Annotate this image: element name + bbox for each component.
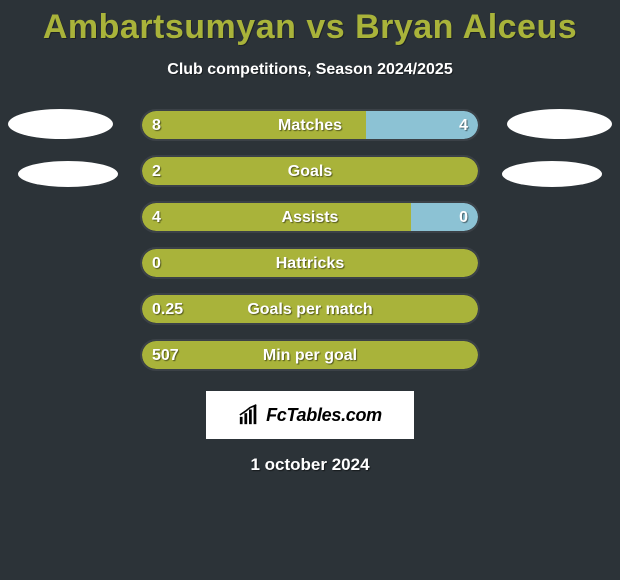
bar-left [142, 341, 478, 369]
bar-left [142, 157, 478, 185]
stat-row: 84Matches [0, 109, 620, 155]
stat-row: 0Hattricks [0, 247, 620, 293]
stat-row: 2Goals [0, 155, 620, 201]
branding-text: FcTables.com [266, 405, 382, 426]
bar-track: 40Assists [140, 201, 480, 233]
bar-right [366, 111, 478, 139]
bar-track: 0Hattricks [140, 247, 480, 279]
bar-track: 84Matches [140, 109, 480, 141]
date-text: 1 october 2024 [0, 455, 620, 475]
bar-left [142, 203, 411, 231]
bar-left [142, 111, 366, 139]
subtitle: Club competitions, Season 2024/2025 [0, 61, 620, 79]
comparison-chart: 84Matches 2Goals 40Assists 0Hattricks 0.25Go… [0, 109, 620, 385]
bar-track: 0.25Goals per match [140, 293, 480, 325]
page-title: Ambartsumyan vs Bryan Alceus [0, 0, 620, 47]
chart-icon [238, 404, 260, 426]
bar-right [411, 203, 478, 231]
bar-track: 507Min per goal [140, 339, 480, 371]
bar-left [142, 249, 478, 277]
bar-track: 2Goals [140, 155, 480, 187]
branding-badge: FcTables.com [206, 391, 414, 439]
bar-left [142, 295, 478, 323]
stat-row: 40Assists [0, 201, 620, 247]
stat-row: 507Min per goal [0, 339, 620, 385]
stat-row: 0.25Goals per match [0, 293, 620, 339]
